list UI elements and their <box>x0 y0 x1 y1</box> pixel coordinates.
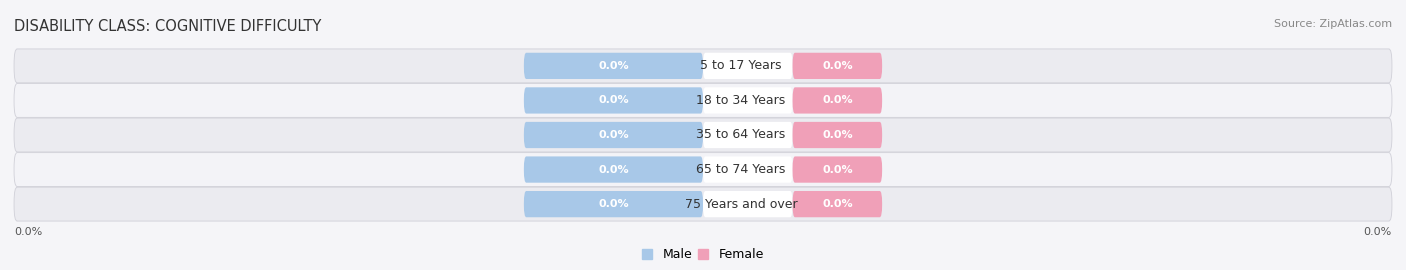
Text: 5 to 17 Years: 5 to 17 Years <box>700 59 782 72</box>
Text: 0.0%: 0.0% <box>823 164 852 175</box>
Text: 0.0%: 0.0% <box>823 61 852 71</box>
Text: 0.0%: 0.0% <box>823 199 852 209</box>
FancyBboxPatch shape <box>524 191 703 217</box>
FancyBboxPatch shape <box>524 122 703 148</box>
Text: 0.0%: 0.0% <box>598 164 628 175</box>
FancyBboxPatch shape <box>703 156 793 183</box>
Text: 0.0%: 0.0% <box>823 130 852 140</box>
FancyBboxPatch shape <box>14 187 1392 221</box>
FancyBboxPatch shape <box>524 87 703 114</box>
FancyBboxPatch shape <box>14 83 1392 117</box>
FancyBboxPatch shape <box>14 118 1392 152</box>
Text: 0.0%: 0.0% <box>598 95 628 106</box>
Text: 65 to 74 Years: 65 to 74 Years <box>696 163 786 176</box>
Text: 0.0%: 0.0% <box>823 95 852 106</box>
FancyBboxPatch shape <box>793 156 882 183</box>
FancyBboxPatch shape <box>703 122 793 148</box>
Text: 75 Years and over: 75 Years and over <box>685 198 797 211</box>
FancyBboxPatch shape <box>524 156 703 183</box>
Text: 0.0%: 0.0% <box>1364 227 1392 237</box>
Text: 18 to 34 Years: 18 to 34 Years <box>696 94 786 107</box>
FancyBboxPatch shape <box>793 122 882 148</box>
Text: 0.0%: 0.0% <box>598 130 628 140</box>
Text: 0.0%: 0.0% <box>598 61 628 71</box>
Text: DISABILITY CLASS: COGNITIVE DIFFICULTY: DISABILITY CLASS: COGNITIVE DIFFICULTY <box>14 19 322 34</box>
FancyBboxPatch shape <box>703 53 793 79</box>
Text: Source: ZipAtlas.com: Source: ZipAtlas.com <box>1274 19 1392 29</box>
FancyBboxPatch shape <box>793 191 882 217</box>
FancyBboxPatch shape <box>703 191 793 217</box>
FancyBboxPatch shape <box>793 53 882 79</box>
FancyBboxPatch shape <box>524 53 703 79</box>
FancyBboxPatch shape <box>14 153 1392 187</box>
FancyBboxPatch shape <box>14 49 1392 83</box>
Legend: Male, Female: Male, Female <box>640 245 766 264</box>
Text: 0.0%: 0.0% <box>14 227 42 237</box>
Text: 35 to 64 Years: 35 to 64 Years <box>696 129 786 141</box>
Text: 0.0%: 0.0% <box>598 199 628 209</box>
FancyBboxPatch shape <box>793 87 882 114</box>
FancyBboxPatch shape <box>703 87 793 114</box>
